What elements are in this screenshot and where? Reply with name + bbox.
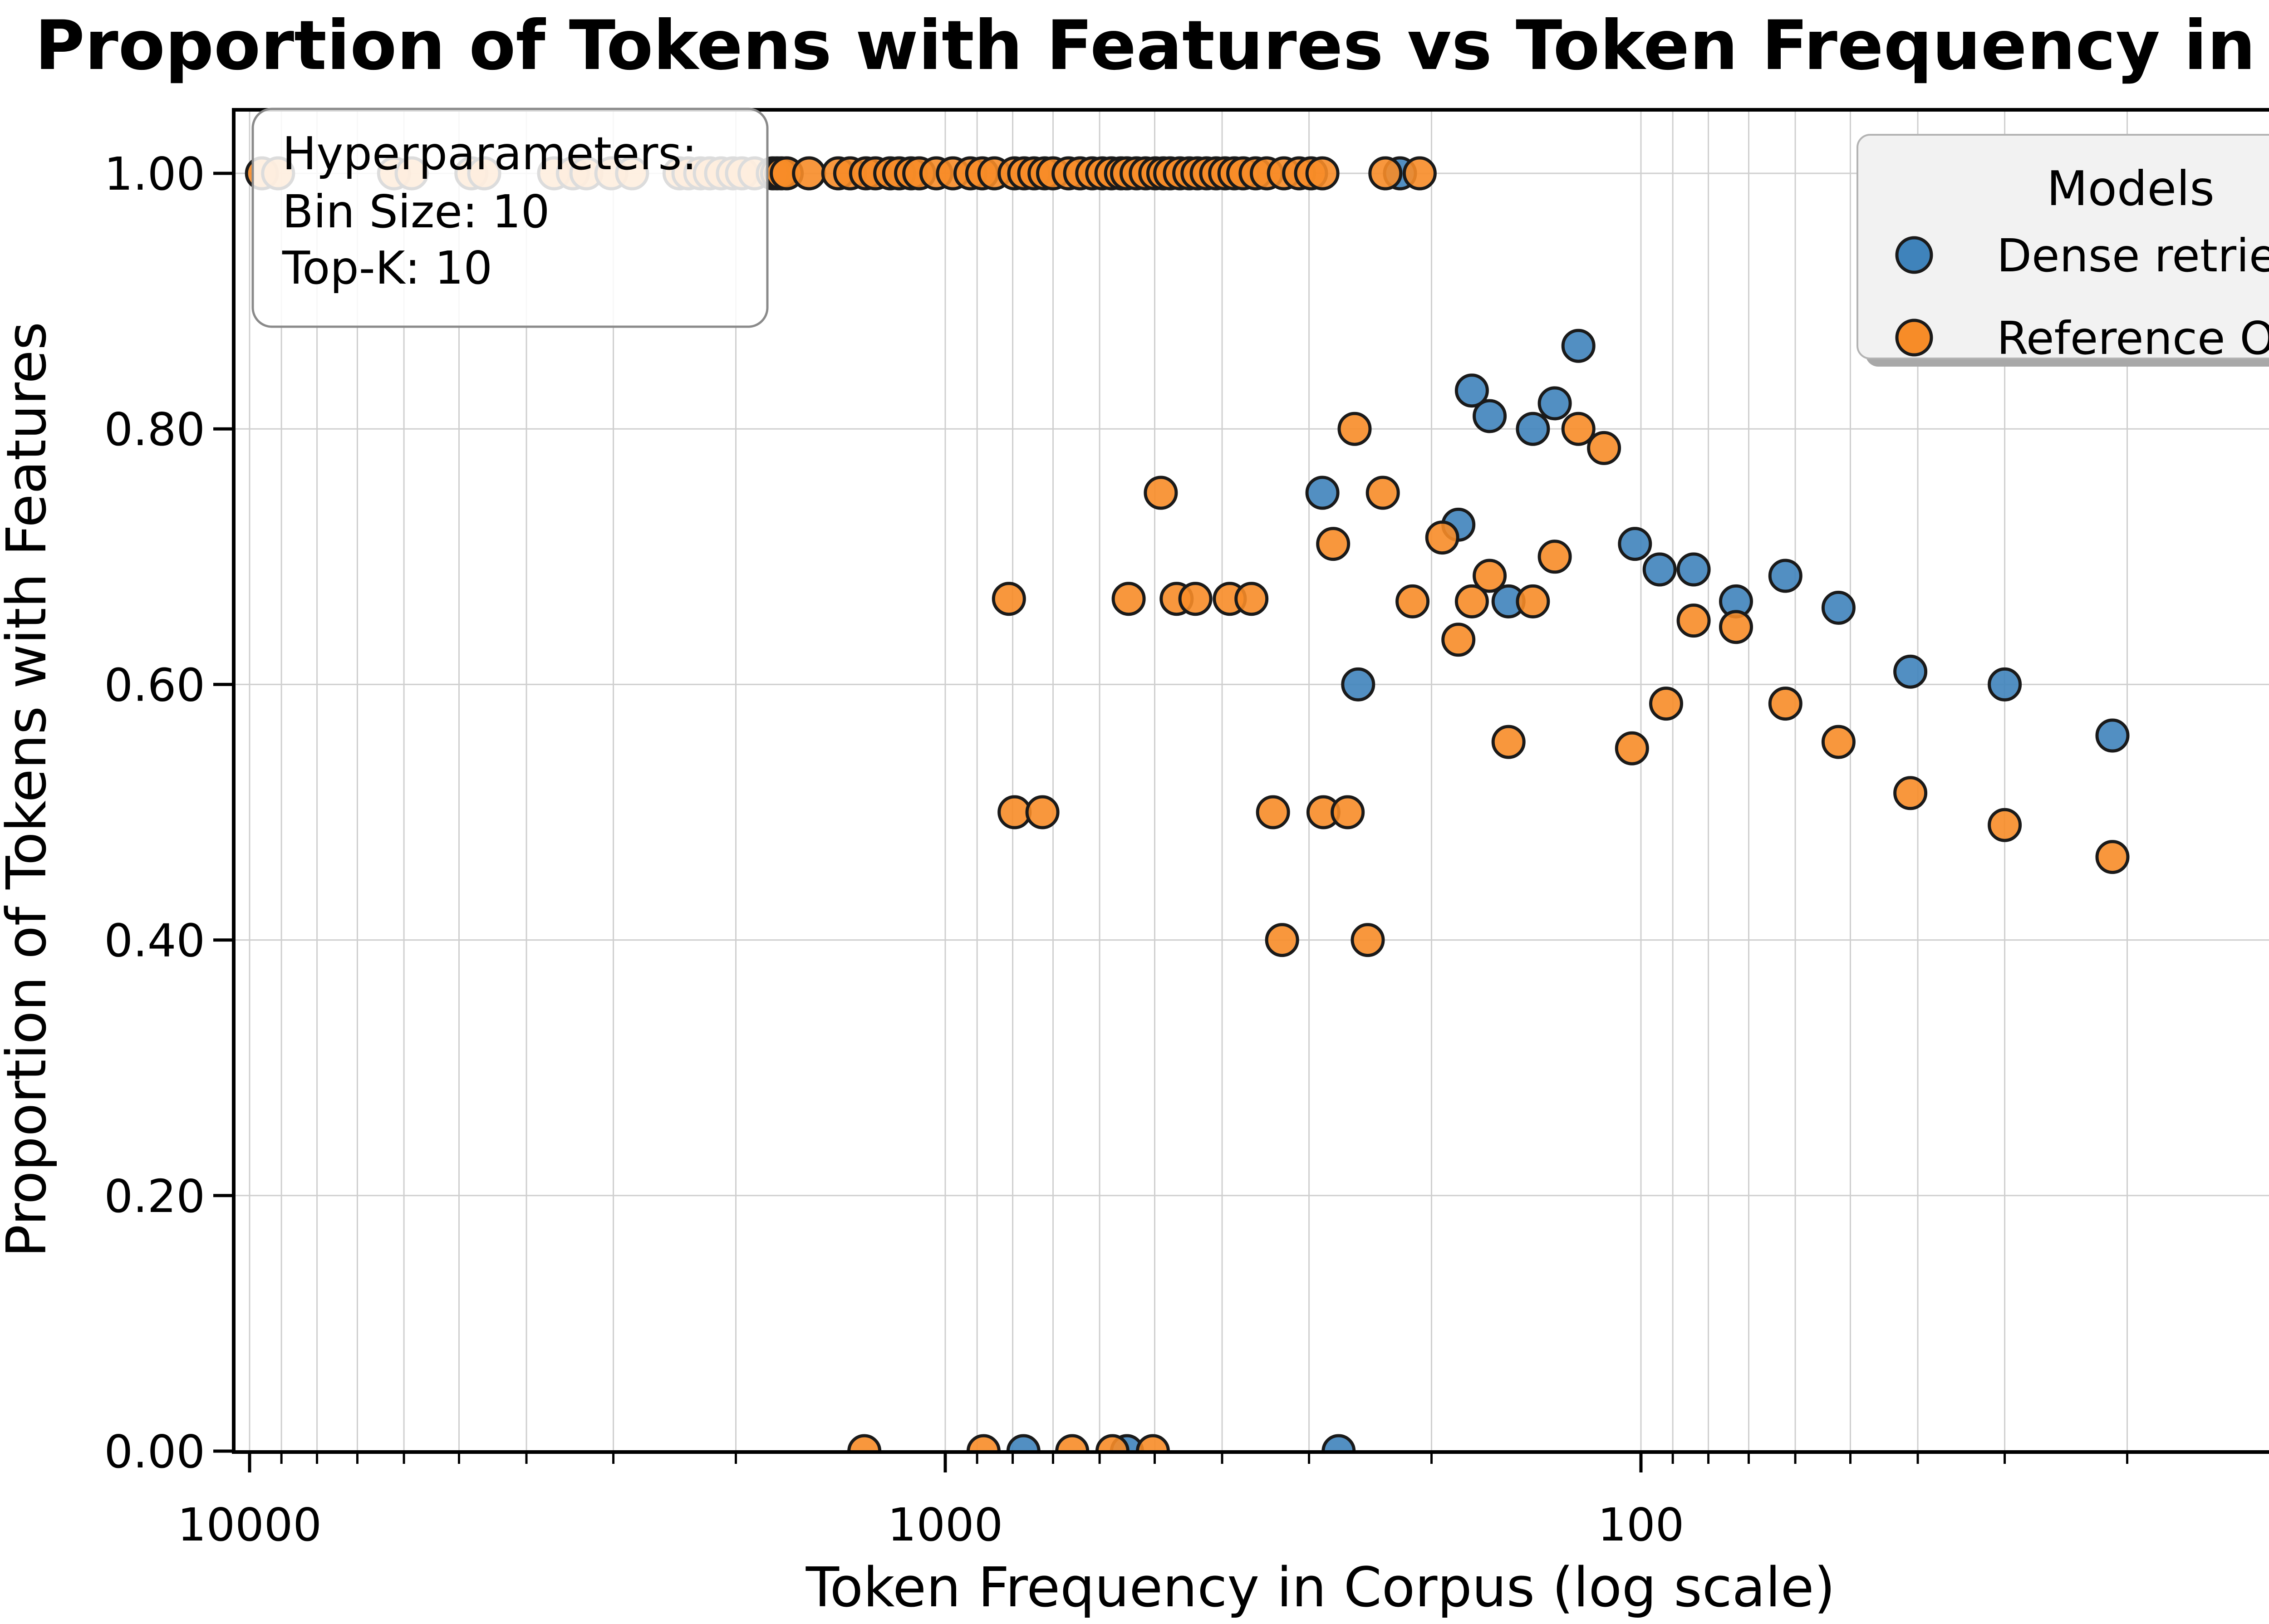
data-point xyxy=(1316,527,1351,561)
chart-title: Proportion of Tokens with Features vs To… xyxy=(35,6,2269,85)
data-point xyxy=(1144,476,1178,510)
data-point xyxy=(1305,476,1340,510)
legend-marker-dense-retrieval xyxy=(1895,236,1933,274)
data-point xyxy=(1561,329,1596,363)
data-point xyxy=(1395,584,1430,618)
data-point xyxy=(992,582,1026,616)
data-point xyxy=(1454,373,1489,408)
x-axis-label: Token Frequency in Corpus (log scale) xyxy=(805,1556,1836,1619)
legend-marker-reference-owt xyxy=(1895,319,1933,357)
legend-box xyxy=(1856,134,2269,359)
data-point xyxy=(1988,808,2022,842)
data-point xyxy=(1561,412,1596,446)
x-tick-label: 10000 xyxy=(177,1498,322,1551)
data-point xyxy=(1234,582,1269,616)
data-point xyxy=(1719,610,1753,644)
data-point xyxy=(1537,540,1572,574)
data-point xyxy=(1516,584,1550,618)
legend-title: Models xyxy=(2047,161,2215,216)
data-point xyxy=(1615,731,1649,765)
data-point xyxy=(1178,582,1213,616)
data-point xyxy=(792,156,826,191)
data-point xyxy=(1265,923,1299,957)
plot-border xyxy=(232,108,2269,1454)
data-point xyxy=(1331,795,1365,829)
legend-label-dense-retrieval: Dense retrieval xyxy=(1997,229,2269,282)
data-point xyxy=(1618,527,1652,561)
hyperparameters-line1: Hyperparameters: xyxy=(282,127,697,180)
legend-label-reference-owt: Reference OWT xyxy=(1997,312,2269,365)
axis-ticks: 100001000100100.000.200.400.600.801.00 xyxy=(104,147,2129,1551)
y-tick-label: 0.00 xyxy=(104,1425,205,1478)
gridlines xyxy=(234,110,2269,1452)
data-point xyxy=(1473,399,1507,433)
y-tick-label: 0.40 xyxy=(104,914,205,967)
data-point xyxy=(1256,795,1290,829)
hyperparameters-box: Hyperparameters: Bin Size: 10 Top-K: 10 xyxy=(251,108,769,328)
data-point xyxy=(1768,687,1802,721)
y-axis-label: Proportion of Tokens with Features xyxy=(0,322,59,1257)
legend: Models Dense retrieval Reference OWT xyxy=(1856,134,2269,367)
data-point xyxy=(1441,623,1476,657)
hyperparameters-line2: Bin Size: 10 xyxy=(282,185,550,238)
data-point xyxy=(1402,156,1437,191)
data-point xyxy=(1893,654,1928,689)
data-point xyxy=(1491,725,1526,759)
y-tick-label: 0.80 xyxy=(104,403,205,456)
data-point xyxy=(1368,156,1403,191)
data-point xyxy=(1676,552,1711,587)
y-tick-label: 1.00 xyxy=(104,147,205,201)
data-point xyxy=(1425,520,1459,555)
hyperparameters-box-bg xyxy=(251,108,769,328)
data-point xyxy=(1473,559,1507,593)
data-point xyxy=(1821,590,1856,625)
data-point xyxy=(2095,718,2130,753)
data-point xyxy=(1988,667,2022,702)
y-tick-label: 0.60 xyxy=(104,658,205,711)
data-point xyxy=(1516,412,1550,446)
data-point xyxy=(1642,552,1677,587)
data-point xyxy=(1111,582,1146,616)
data-point xyxy=(1768,559,1802,593)
data-point xyxy=(1893,776,1928,810)
data-point xyxy=(1025,795,1060,829)
data-point xyxy=(997,795,1032,829)
y-tick-label: 0.20 xyxy=(104,1170,205,1223)
x-tick-label: 1000 xyxy=(888,1498,1003,1551)
data-point xyxy=(1821,725,1856,759)
hyperparameters-line3: Top-K: 10 xyxy=(282,241,492,294)
data-point xyxy=(1305,156,1340,191)
data-point xyxy=(1337,412,1372,446)
data-point xyxy=(1365,476,1400,510)
data-point xyxy=(1341,667,1375,702)
data-point xyxy=(1676,603,1711,638)
data-point xyxy=(1537,386,1572,421)
x-tick-label: 100 xyxy=(1598,1498,1685,1551)
data-point xyxy=(1587,431,1621,465)
data-point xyxy=(1351,923,1385,957)
data-point xyxy=(1454,584,1489,618)
data-point xyxy=(2095,840,2130,874)
data-point xyxy=(1649,687,1683,721)
